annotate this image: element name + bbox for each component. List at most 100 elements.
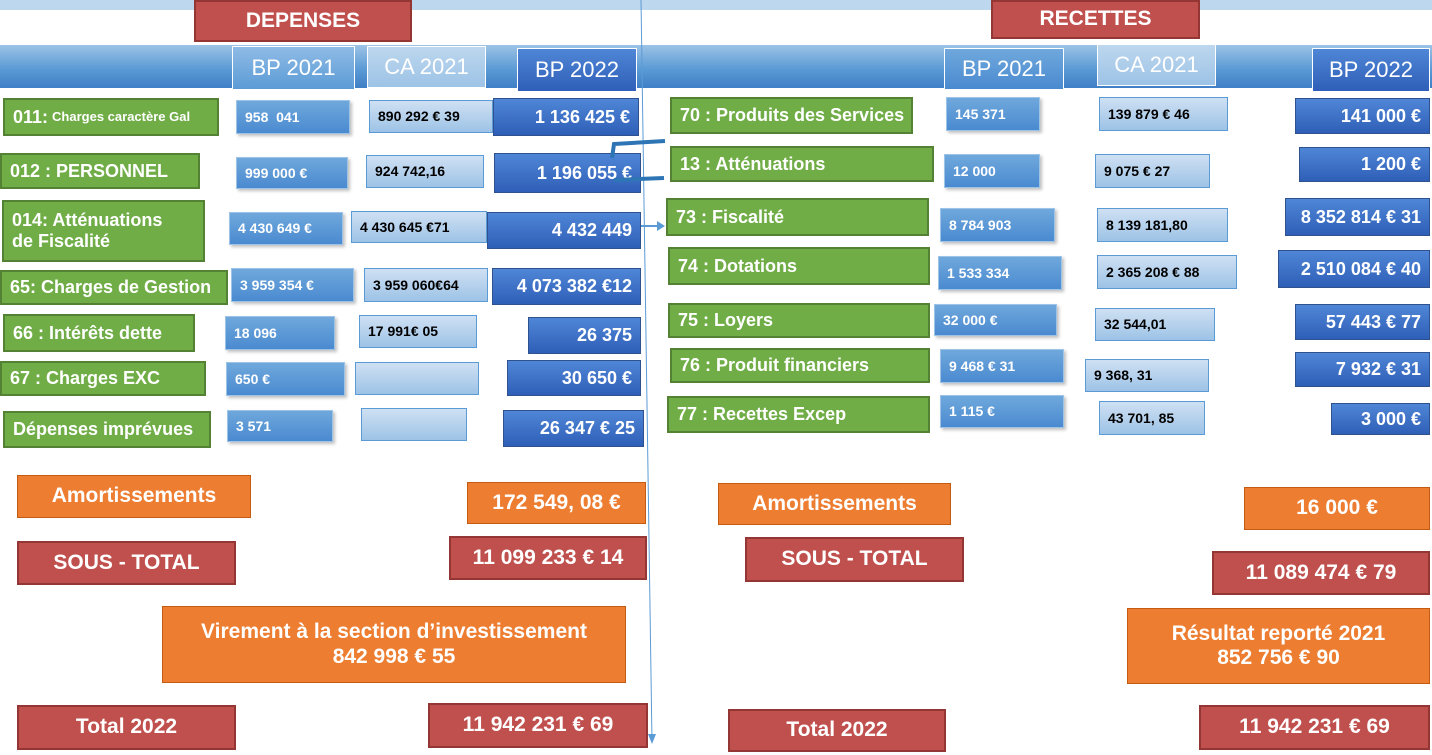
text: BP 2022 (1328, 57, 1413, 83)
row-label: 13 : Atténuations (680, 153, 826, 174)
text: 32 000 € (943, 311, 998, 328)
text: 30 650 € (561, 367, 632, 388)
ca2021-cell (355, 362, 479, 395)
bp2022-cell: 30 650 € (507, 360, 641, 396)
bp2021-cell: 999 000 € (236, 157, 348, 189)
column-header: BP 2022 (1312, 48, 1430, 92)
divider (640, 0, 653, 743)
bp2021-cell: 8 784 903 (940, 208, 1055, 242)
text: 57 443 € 77 (1325, 311, 1421, 332)
text: 890 292 € 39 (378, 108, 460, 125)
total-label: Total 2022 (17, 705, 236, 750)
top-line (0, 0, 1432, 10)
text: 16 000 € (1296, 496, 1378, 520)
bp2021-cell: 4 430 649 € (229, 212, 343, 245)
row-label: 66 : Intérêts dette (13, 322, 163, 343)
text: 999 000 € (245, 164, 308, 181)
virement: Virement à la section d’investissement 84… (162, 606, 626, 683)
amortissements-label: Amortissements (17, 475, 251, 518)
bp2022-cell: 4 073 382 €12 (492, 268, 641, 305)
bp2021-cell: 145 371 (946, 97, 1040, 131)
sous-total-value: 11 089 474 € 79 (1212, 551, 1430, 595)
header-band (0, 45, 1432, 88)
text: 43 701, 85 (1108, 409, 1175, 426)
column-header: BP 2021 (944, 48, 1064, 90)
row-label: 014: Atténuations (12, 210, 163, 231)
row-label: 70 : Produits des Services (680, 105, 905, 126)
text: 145 371 (955, 105, 1006, 122)
ca2021-cell: 9 075 € 27 (1095, 154, 1210, 188)
text: 924 742,16 (375, 163, 446, 180)
bp2022-cell: 1 196 055 € (494, 153, 641, 193)
bp2022-cell: 26 375 (528, 317, 641, 354)
text: 9 075 € 27 (1104, 162, 1171, 179)
ca2021-cell: 32 544,01 (1095, 308, 1215, 341)
text: 3 959 060€64 (373, 276, 459, 293)
text: 3 959 354 € (240, 276, 314, 293)
ca2021-cell: 43 701, 85 (1099, 401, 1205, 435)
text: 8 139 181,80 (1106, 216, 1188, 233)
bp2022-cell: 4 432 449 (487, 212, 641, 249)
row-label-box: 76 : Produit financiers (670, 348, 930, 383)
text: 2 365 208 € 88 (1106, 263, 1200, 280)
row-label: 75 : Loyers (678, 310, 774, 331)
text: 650 € (235, 370, 271, 387)
text: 4 432 449 (551, 220, 632, 241)
bp2022-cell: 1 200 € (1299, 147, 1430, 182)
text: Virement à la section d’investissement (201, 620, 587, 644)
text: 4 430 645 €71 (360, 218, 450, 235)
text: 1 136 425 € (534, 106, 630, 127)
text: 3 571 (236, 417, 272, 434)
bp2022-cell: 1 136 425 € (493, 98, 639, 136)
text: 11 089 474 € 79 (1245, 560, 1397, 584)
text: RECETTES (1039, 7, 1152, 31)
text: Amortissements (752, 491, 917, 515)
row-label-box: 13 : Atténuations (670, 146, 934, 182)
amortissements-value: 172 549, 08 € (467, 482, 646, 524)
bp2021-cell: 1 115 € (940, 395, 1064, 428)
text: 11 099 233 € 14 (472, 545, 624, 569)
ca2021-cell: 4 430 645 €71 (351, 211, 487, 243)
bp2021-cell: 3 959 354 € (231, 268, 354, 302)
section-title: DEPENSES (194, 0, 412, 42)
text: 3 000 € (1360, 408, 1421, 429)
text: 139 879 € 46 (1108, 105, 1190, 122)
text: 1 115 € (949, 403, 995, 420)
row-label-box: 77 : Recettes Excep (667, 396, 930, 433)
ca2021-cell: 2 365 208 € 88 (1097, 255, 1237, 289)
bp2022-cell: 141 000 € (1295, 98, 1430, 134)
text: 8 784 903 (949, 216, 1012, 233)
text: 1 196 055 € (536, 162, 632, 183)
sous-total-label: SOUS - TOTAL (17, 541, 236, 585)
column-header: CA 2021 (1097, 44, 1216, 86)
text: 11 942 231 € 69 (1239, 715, 1390, 739)
text: 11 942 231 € 69 (462, 713, 614, 737)
text: 9 368, 31 (1094, 367, 1153, 384)
bp2021-cell: 3 571 (227, 410, 333, 442)
row-label: 77 : Recettes Excep (677, 404, 847, 425)
row-label-box: Dépenses imprévues (3, 411, 211, 448)
bp2021-cell: 12 000 (944, 154, 1040, 188)
row-label-box: 74 : Dotations (668, 247, 930, 285)
text: 4 073 382 €12 (516, 276, 632, 297)
row-label-box: 011: Charges caractère Gal (3, 98, 219, 136)
arrow-head (657, 221, 665, 231)
text: 852 756 € 90 (1217, 646, 1340, 669)
text: 1 200 € (1360, 154, 1421, 175)
text: 18 096 (234, 324, 277, 341)
row-label: 012 : PERSONNEL (10, 160, 169, 181)
text: 26 347 € 25 (539, 418, 635, 439)
bp2021-cell: 9 468 € 31 (940, 349, 1064, 383)
text: CA 2021 (384, 54, 469, 80)
text: 958 041 (245, 108, 300, 125)
row-label: de Fiscalité (12, 231, 111, 251)
text: 172 549, 08 € (492, 490, 621, 514)
text: 4 430 649 € (238, 220, 312, 237)
text: Total 2022 (75, 715, 178, 739)
row-label-box: 75 : Loyers (668, 303, 930, 338)
text: BP 2021 (251, 55, 336, 81)
bp2022-cell: 57 443 € 77 (1295, 304, 1430, 340)
bp2022-cell: 2 510 084 € 40 (1278, 250, 1430, 288)
amortissements-value: 16 000 € (1244, 487, 1430, 530)
bp2022-cell: 3 000 € (1331, 403, 1430, 435)
